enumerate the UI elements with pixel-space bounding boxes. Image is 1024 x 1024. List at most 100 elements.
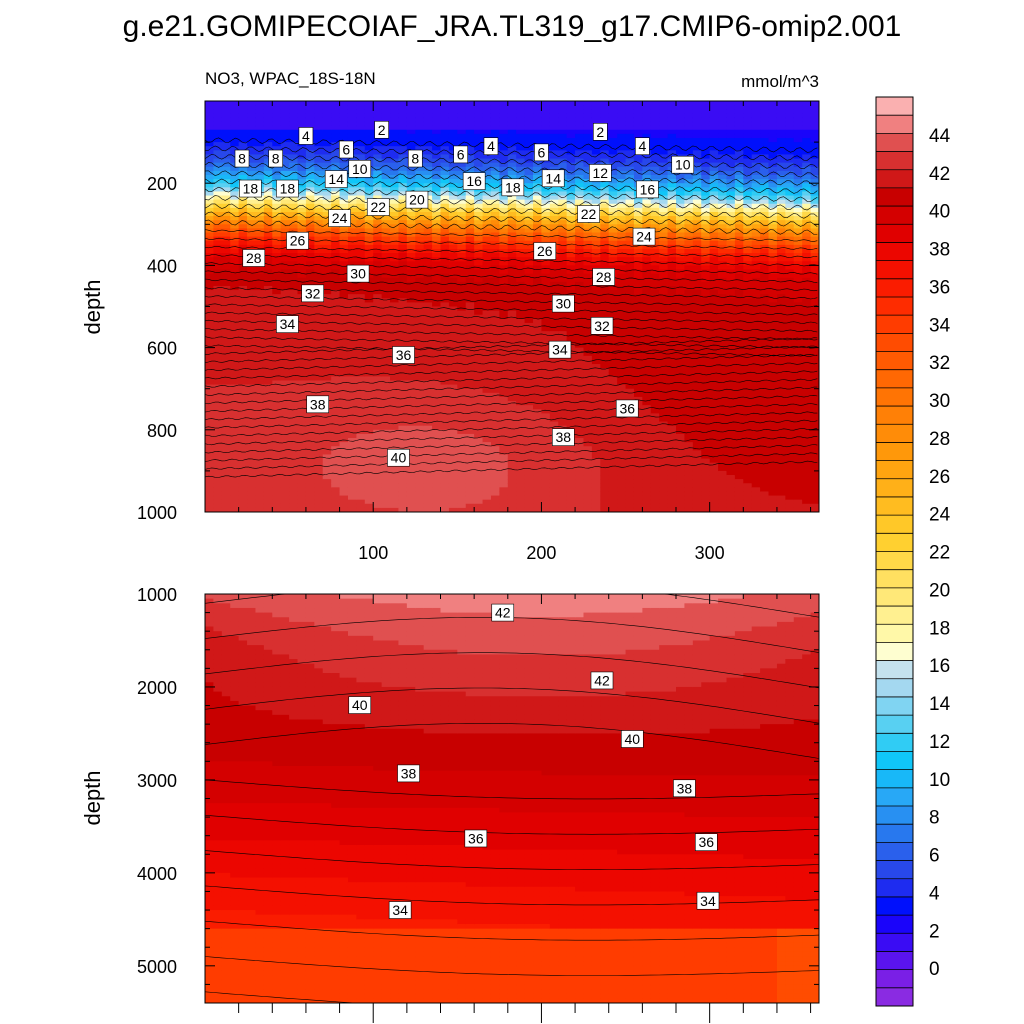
upper-field-cell xyxy=(406,224,416,230)
upper-field-cell xyxy=(600,224,610,230)
upper-field-cell xyxy=(322,117,332,123)
upper-field-cell xyxy=(423,372,433,377)
upper-field-cell xyxy=(280,240,290,246)
upper-field-cell xyxy=(499,322,509,328)
upper-field-cell xyxy=(507,351,517,357)
upper-field-cell xyxy=(263,359,273,365)
upper-field-cell xyxy=(280,470,290,476)
upper-field-cell xyxy=(314,454,324,460)
upper-field-cell xyxy=(322,442,332,447)
upper-field-cell xyxy=(499,466,509,472)
upper-field-cell xyxy=(465,277,475,283)
upper-field-cell xyxy=(339,318,349,324)
upper-field-cell xyxy=(331,166,341,172)
upper-field-cell xyxy=(541,137,551,143)
upper-field-cell xyxy=(415,257,425,262)
upper-field-cell xyxy=(364,405,374,410)
upper-field-cell xyxy=(600,203,610,209)
upper-field-cell xyxy=(617,454,627,460)
upper-field-cell xyxy=(457,507,467,512)
upper-field-cell xyxy=(347,503,357,509)
upper-field-cell xyxy=(297,105,307,110)
upper-field-cell xyxy=(507,211,517,217)
upper-field-cell xyxy=(482,446,492,451)
upper-field-cell xyxy=(238,290,248,295)
upper-field-cell xyxy=(541,438,551,443)
upper-field-cell xyxy=(490,310,500,316)
upper-field-cell xyxy=(457,117,467,123)
upper-field-cell xyxy=(272,105,282,110)
upper-field-cell xyxy=(448,318,458,324)
upper-field-cell xyxy=(440,170,450,176)
upper-field-cell xyxy=(583,429,593,435)
upper-field-cell xyxy=(575,466,585,472)
upper-field-cell xyxy=(600,191,610,197)
upper-field-cell xyxy=(322,413,332,419)
upper-field-cell xyxy=(533,195,543,201)
upper-field-cell xyxy=(381,405,391,410)
upper-field-cell xyxy=(364,125,374,131)
upper-field-cell xyxy=(373,466,383,472)
upper-field-cell xyxy=(507,433,517,439)
upper-field-cell xyxy=(549,211,559,217)
upper-field-cell xyxy=(482,257,492,262)
upper-field-cell xyxy=(364,129,374,135)
upper-field-cell xyxy=(322,257,332,262)
upper-field-cell xyxy=(566,507,576,512)
upper-field-cell xyxy=(331,401,341,406)
upper-field-cell xyxy=(457,133,467,139)
upper-field-cell xyxy=(533,322,543,328)
upper-field-cell xyxy=(533,281,543,287)
upper-field-cell xyxy=(474,137,484,143)
upper-field-cell xyxy=(238,166,248,172)
upper-field-cell xyxy=(305,479,315,484)
upper-field-cell xyxy=(423,347,433,353)
upper-field-cell xyxy=(423,146,433,151)
upper-field-cell xyxy=(457,433,467,439)
upper-field-cell xyxy=(524,199,534,205)
upper-field-cell xyxy=(381,257,391,262)
upper-field-cell xyxy=(482,470,492,476)
upper-field-cell xyxy=(499,199,509,205)
upper-field-cell xyxy=(457,142,467,147)
upper-field-cell xyxy=(524,261,534,266)
upper-field-cell xyxy=(230,396,240,402)
upper-field-cell xyxy=(583,417,593,423)
upper-field-cell xyxy=(591,351,601,357)
upper-field-cell xyxy=(549,372,559,377)
upper-field-cell xyxy=(272,396,282,402)
upper-field-cell xyxy=(507,446,517,451)
upper-field-cell xyxy=(516,273,526,279)
upper-field-cell xyxy=(482,220,492,225)
upper-field-cell xyxy=(457,483,467,488)
upper-field-cell xyxy=(263,117,273,123)
upper-field-cell xyxy=(415,179,425,184)
upper-field-cell xyxy=(247,273,257,279)
upper-field-cell xyxy=(373,248,383,254)
upper-field-cell xyxy=(432,355,442,361)
upper-field-cell xyxy=(221,133,231,139)
upper-field-cell xyxy=(432,113,442,119)
upper-field-cell xyxy=(314,137,324,143)
upper-field-cell xyxy=(373,306,383,312)
upper-field-cell xyxy=(575,277,585,283)
upper-field-cell xyxy=(541,129,551,135)
upper-field-cell xyxy=(541,195,551,201)
upper-field-cell xyxy=(415,409,425,414)
upper-field-cell xyxy=(398,240,408,246)
upper-field-cell xyxy=(583,331,593,336)
upper-field-cell xyxy=(541,458,551,464)
upper-field-cell xyxy=(516,298,526,303)
upper-field-cell xyxy=(465,220,475,225)
upper-field-cell xyxy=(440,265,450,271)
upper-field-cell xyxy=(524,195,534,201)
upper-field-cell xyxy=(533,327,543,332)
upper-field-cell xyxy=(490,236,500,242)
upper-field-cell xyxy=(331,507,341,512)
upper-field-cell xyxy=(482,343,492,349)
upper-field-cell xyxy=(507,376,517,382)
upper-field-cell xyxy=(331,318,341,324)
upper-field-cell xyxy=(289,376,299,382)
upper-field-cell xyxy=(373,310,383,316)
upper-field-cell xyxy=(575,129,585,135)
